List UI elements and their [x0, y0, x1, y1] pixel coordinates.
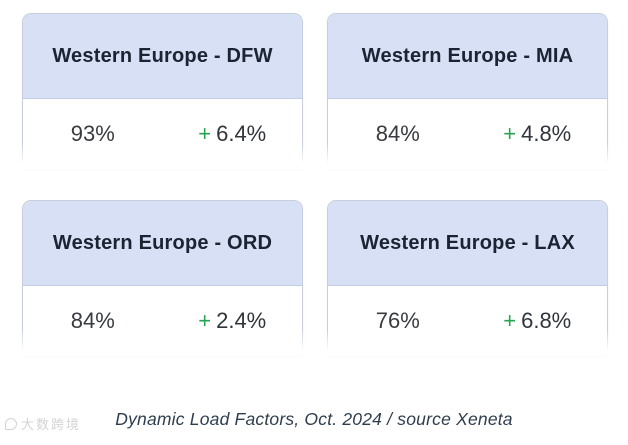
- load-factor-value: 76%: [375, 307, 420, 333]
- plus-sign: +: [198, 120, 212, 146]
- card-body: 84% + 2.4%: [23, 286, 302, 355]
- load-factor-change: + 6.4%: [163, 121, 303, 147]
- chart-caption: Dynamic Load Factors, Oct. 2024 / source…: [115, 409, 513, 429]
- change-value: 2.4%: [216, 307, 267, 333]
- load-factor-card-dfw: Western Europe - DFW 93% + 6.4%: [22, 13, 303, 168]
- change-value: 4.8%: [521, 120, 572, 146]
- card-body: 93% + 6.4%: [23, 99, 302, 168]
- load-factor-value: 93%: [70, 120, 115, 146]
- load-factor-change: + 6.8%: [468, 308, 608, 334]
- watermark-logo-icon: [5, 417, 17, 430]
- change-value: 6.4%: [216, 120, 267, 146]
- plus-sign: +: [198, 307, 212, 333]
- plus-sign: +: [503, 307, 517, 333]
- watermark: 大数跨境: [5, 414, 81, 433]
- load-factor-card-ord: Western Europe - ORD 84% + 2.4%: [22, 200, 303, 355]
- card-body: 76% + 6.8%: [328, 286, 607, 355]
- load-factor-change: + 4.8%: [468, 121, 608, 147]
- watermark-text: 大数跨境: [21, 417, 82, 432]
- change-value: 6.8%: [521, 307, 572, 333]
- card-body: 84% + 4.8%: [328, 99, 607, 168]
- load-factor-card-mia: Western Europe - MIA 84% + 4.8%: [327, 13, 608, 168]
- load-factor-value: 84%: [375, 120, 420, 146]
- load-factor-value: 84%: [70, 307, 115, 333]
- load-factor-change: + 2.4%: [163, 308, 303, 334]
- card-title: Western Europe - DFW: [23, 14, 302, 99]
- load-factor-card-lax: Western Europe - LAX 76% + 6.8%: [327, 200, 608, 355]
- plus-sign: +: [503, 120, 517, 146]
- card-title: Western Europe - MIA: [328, 14, 607, 99]
- card-title: Western Europe - LAX: [328, 201, 607, 286]
- card-title: Western Europe - ORD: [23, 201, 302, 286]
